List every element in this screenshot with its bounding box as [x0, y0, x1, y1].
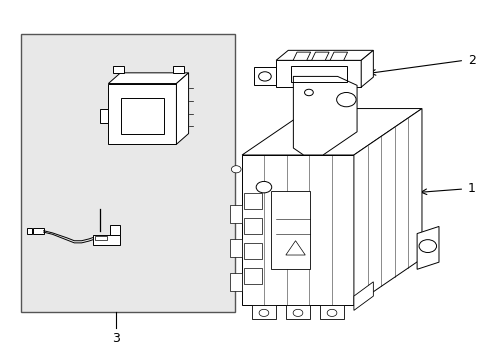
Circle shape: [326, 309, 336, 316]
Polygon shape: [113, 66, 123, 73]
Polygon shape: [254, 67, 276, 85]
Polygon shape: [285, 305, 309, 319]
Polygon shape: [416, 226, 438, 269]
Text: 3: 3: [111, 333, 120, 346]
Polygon shape: [293, 76, 356, 155]
Circle shape: [259, 309, 268, 316]
Polygon shape: [301, 87, 316, 96]
Bar: [244, 243, 261, 258]
Circle shape: [256, 181, 271, 193]
Text: 2: 2: [467, 54, 475, 67]
Text: 1: 1: [467, 183, 475, 195]
Polygon shape: [108, 73, 188, 84]
Circle shape: [231, 166, 241, 173]
Polygon shape: [242, 109, 421, 155]
Polygon shape: [251, 305, 276, 319]
Bar: [95, 236, 107, 240]
Circle shape: [292, 309, 302, 316]
Polygon shape: [93, 235, 119, 245]
Bar: [120, 98, 164, 134]
Bar: [244, 193, 261, 208]
Polygon shape: [229, 239, 242, 257]
Polygon shape: [319, 305, 344, 319]
Polygon shape: [361, 50, 372, 87]
Polygon shape: [173, 66, 183, 73]
Polygon shape: [229, 205, 242, 223]
Polygon shape: [276, 50, 372, 60]
Bar: [108, 84, 176, 144]
Polygon shape: [229, 273, 242, 291]
Circle shape: [258, 72, 271, 81]
Bar: [244, 217, 261, 234]
Polygon shape: [100, 109, 108, 123]
Circle shape: [418, 240, 436, 252]
Polygon shape: [176, 73, 188, 144]
Polygon shape: [353, 282, 372, 310]
Polygon shape: [292, 52, 310, 60]
Bar: [21, 33, 234, 312]
Polygon shape: [329, 52, 347, 60]
Bar: [290, 66, 346, 82]
Polygon shape: [276, 60, 361, 87]
Polygon shape: [110, 225, 119, 235]
Circle shape: [336, 93, 355, 107]
Polygon shape: [242, 155, 353, 305]
Bar: [271, 191, 309, 269]
Bar: [27, 228, 32, 234]
Bar: [33, 228, 43, 234]
Circle shape: [304, 89, 313, 96]
Polygon shape: [353, 109, 421, 305]
Polygon shape: [311, 52, 328, 60]
Bar: [244, 267, 261, 284]
